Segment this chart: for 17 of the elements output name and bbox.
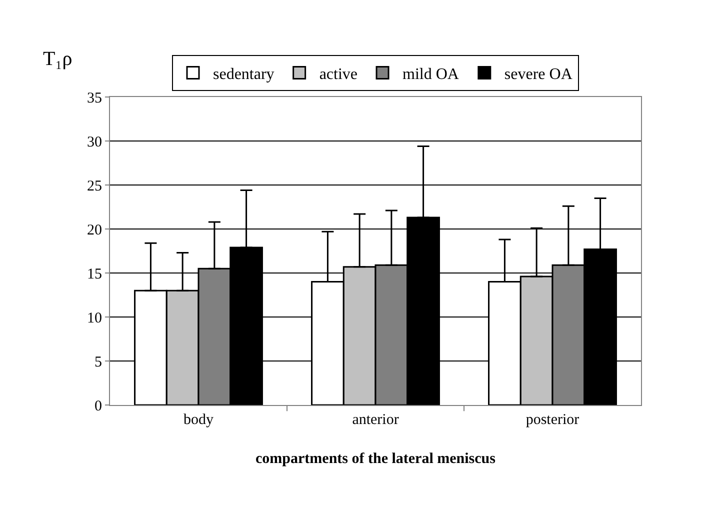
y-tick-label: 20 — [87, 222, 102, 238]
x-axis-title: compartments of the lateral meniscus — [256, 451, 496, 467]
legend-label: active — [319, 66, 358, 83]
y-tick-label: 30 — [87, 134, 102, 150]
legend-label: sedentary — [213, 66, 274, 83]
y-tick-label: 35 — [87, 90, 102, 106]
x-tick-label: anterior — [352, 412, 399, 428]
y-tick-label: 5 — [94, 354, 102, 370]
x-tick-label: body — [184, 412, 214, 428]
y-tick-label: 10 — [87, 310, 102, 326]
legend-label: severe OA — [504, 66, 573, 83]
y-tick-label: 15 — [87, 266, 102, 282]
y-axis-title: T₁ρ — [43, 48, 72, 70]
y-tick-label: 25 — [87, 178, 102, 194]
y-tick-label: 0 — [94, 398, 102, 414]
legend-label: mild OA — [402, 66, 460, 83]
x-tick-label: posterior — [526, 412, 580, 428]
